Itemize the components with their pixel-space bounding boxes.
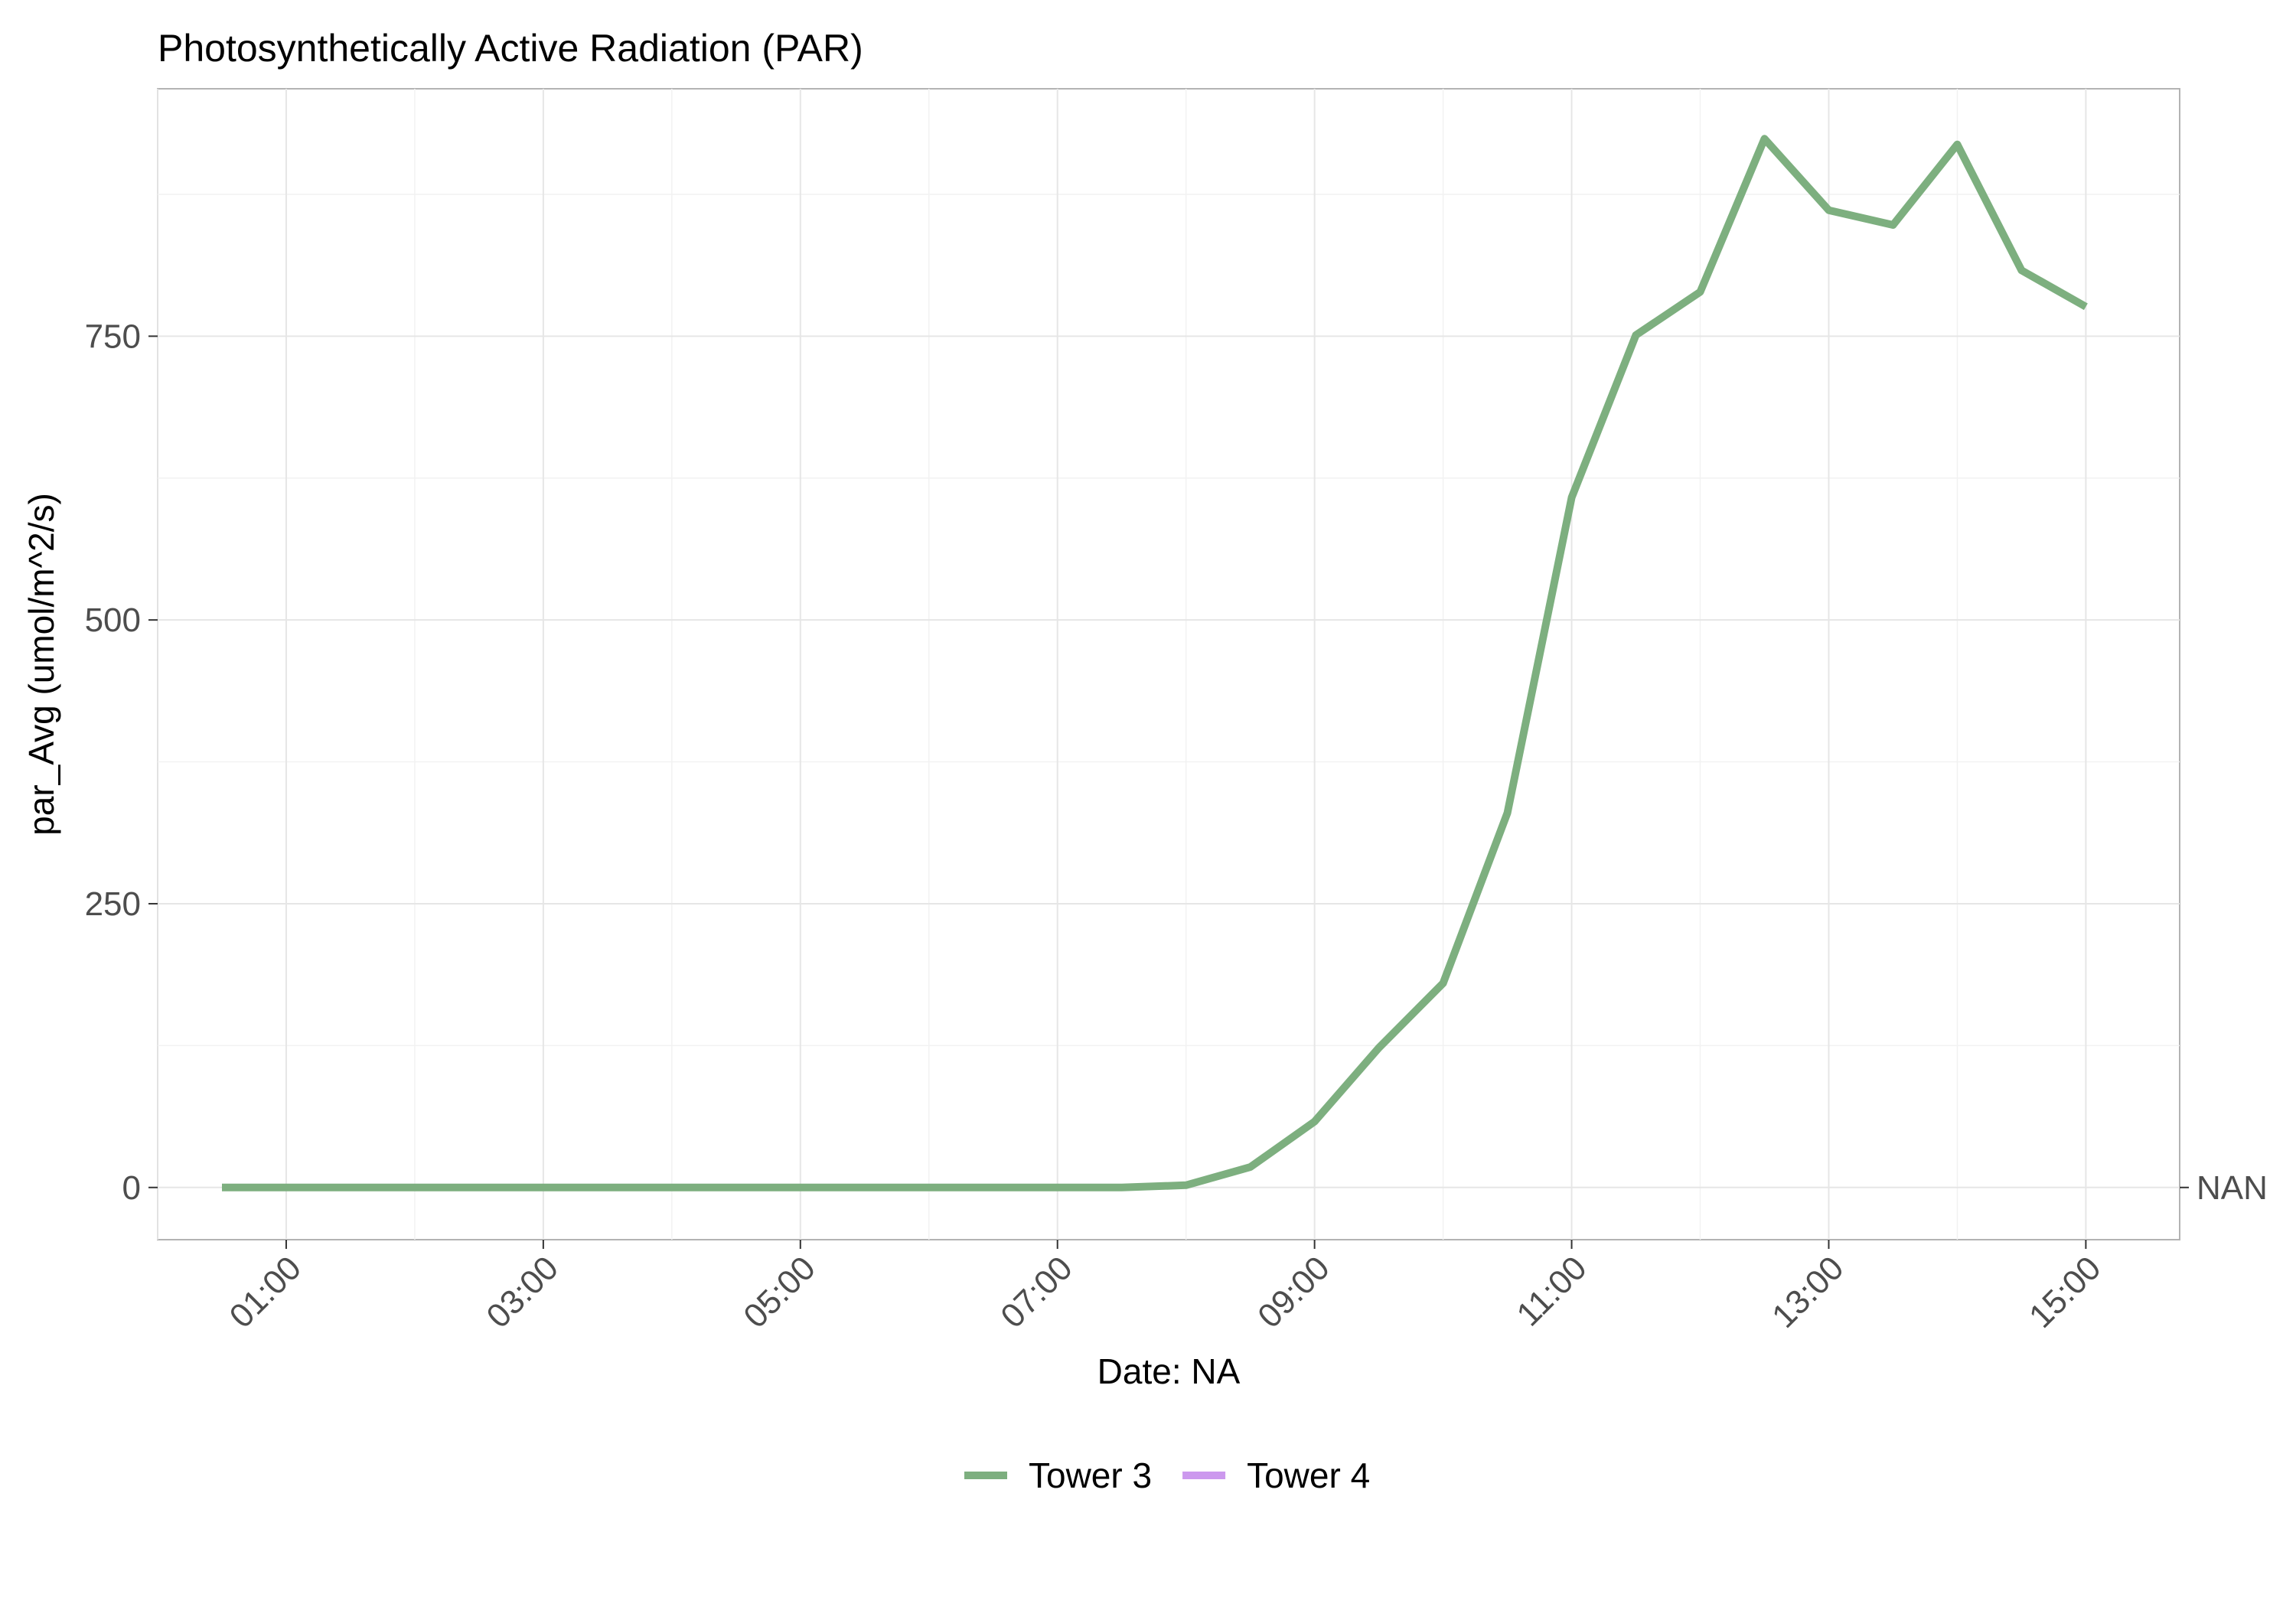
x-tick-label: 13:00 xyxy=(1765,1249,1851,1335)
minor-gridlines xyxy=(157,89,2180,1240)
y-axis-ticks: 0 250 500 750 xyxy=(85,318,2189,1207)
plot-panel xyxy=(157,88,2180,1240)
x-tick-label: 15:00 xyxy=(2022,1249,2108,1335)
x-tick-label: 11:00 xyxy=(1509,1249,1593,1333)
legend: Tower 3 Tower 4 xyxy=(964,1455,1370,1495)
chart-title: Photosynthetically Active Radiation (PAR… xyxy=(158,27,863,70)
series-lines xyxy=(222,135,2088,1191)
right-axis-label: NAN xyxy=(2197,1169,2268,1207)
y-tick-label: 500 xyxy=(85,601,141,639)
x-tick-label: 09:00 xyxy=(1251,1249,1337,1335)
series-line-tower-3 xyxy=(222,135,2088,1191)
y-tick-label: 0 xyxy=(122,1169,141,1207)
x-tick-label: 01:00 xyxy=(223,1249,309,1335)
y-tick-label: 250 xyxy=(85,885,141,923)
x-tick-label: 05:00 xyxy=(736,1249,823,1335)
x-axis-title: Date: NA xyxy=(1097,1351,1241,1391)
legend-label: Tower 3 xyxy=(1029,1455,1152,1495)
x-axis-ticks: 01:00 03:00 05:00 07:00 09:00 11:00 13:00 15:00 xyxy=(223,1240,2108,1335)
y-axis-title: par_Avg (umol/m^2/s) xyxy=(21,493,61,836)
y-tick-label: 750 xyxy=(85,318,141,355)
x-tick-label: 07:00 xyxy=(993,1249,1080,1335)
legend-label: Tower 4 xyxy=(1247,1455,1370,1495)
x-tick-label: 03:00 xyxy=(479,1249,566,1335)
